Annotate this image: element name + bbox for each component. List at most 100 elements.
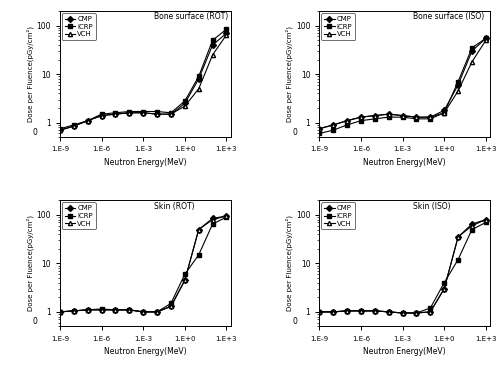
Text: 0: 0 — [292, 318, 297, 326]
CMP — [84, 308, 90, 312]
CMP — [455, 83, 461, 87]
ICRP — [71, 123, 77, 127]
CMP — [483, 36, 489, 40]
ICRP — [414, 311, 420, 315]
Line: VCH: VCH — [58, 33, 228, 132]
VCH — [372, 114, 378, 118]
VCH — [224, 33, 230, 37]
VCH — [441, 111, 447, 115]
CMP — [71, 124, 77, 128]
VCH — [210, 217, 216, 222]
Y-axis label: Dose per Fluence(pGy/cm²): Dose per Fluence(pGy/cm²) — [26, 26, 34, 122]
VCH — [126, 111, 132, 115]
VCH — [210, 53, 216, 57]
ICRP — [344, 123, 350, 127]
Text: Skin (ISO): Skin (ISO) — [413, 201, 451, 211]
ICRP — [330, 128, 336, 132]
ICRP — [358, 118, 364, 123]
ICRP — [154, 310, 160, 314]
ICRP — [441, 111, 447, 115]
VCH — [140, 310, 146, 314]
ICRP — [140, 310, 146, 314]
CMP — [428, 310, 434, 314]
Line: CMP: CMP — [318, 36, 488, 131]
ICRP — [400, 311, 406, 315]
CMP — [57, 128, 63, 132]
VCH — [84, 308, 90, 312]
CMP — [154, 112, 160, 116]
Line: ICRP: ICRP — [318, 36, 488, 135]
CMP — [400, 311, 406, 315]
CMP — [469, 49, 475, 53]
CMP — [98, 114, 104, 118]
X-axis label: Neutron Energy(MeV): Neutron Energy(MeV) — [364, 158, 446, 167]
ICRP — [386, 115, 392, 119]
CMP — [428, 115, 434, 119]
CMP — [84, 118, 90, 123]
VCH — [112, 308, 118, 312]
CMP — [112, 308, 118, 312]
CMP — [441, 108, 447, 112]
CMP — [112, 112, 118, 116]
ICRP — [126, 308, 132, 312]
CMP — [372, 114, 378, 118]
ICRP — [316, 131, 322, 136]
ICRP — [210, 38, 216, 43]
VCH — [344, 118, 350, 123]
CMP — [71, 309, 77, 313]
Line: VCH: VCH — [318, 38, 488, 131]
CMP — [455, 235, 461, 239]
Line: ICRP: ICRP — [58, 215, 228, 314]
ICRP — [140, 109, 146, 114]
CMP — [386, 310, 392, 314]
Legend: CMP, ICRP, VCH: CMP, ICRP, VCH — [62, 203, 96, 229]
CMP — [196, 77, 202, 81]
ICRP — [210, 222, 216, 226]
ICRP — [57, 127, 63, 131]
CMP — [224, 214, 230, 218]
X-axis label: Neutron Energy(MeV): Neutron Energy(MeV) — [104, 158, 186, 167]
VCH — [386, 310, 392, 314]
ICRP — [168, 301, 174, 306]
VCH — [469, 223, 475, 228]
CMP — [210, 216, 216, 221]
VCH — [330, 310, 336, 314]
VCH — [372, 309, 378, 313]
Text: 0: 0 — [33, 318, 38, 326]
CMP — [372, 309, 378, 313]
CMP — [358, 309, 364, 313]
VCH — [400, 311, 406, 315]
VCH — [168, 112, 174, 116]
Legend: CMP, ICRP, VCH: CMP, ICRP, VCH — [322, 203, 355, 229]
ICRP — [386, 310, 392, 314]
VCH — [154, 310, 160, 314]
CMP — [344, 309, 350, 313]
VCH — [344, 309, 350, 313]
VCH — [358, 309, 364, 313]
X-axis label: Neutron Energy(MeV): Neutron Energy(MeV) — [104, 347, 186, 356]
CMP — [196, 227, 202, 232]
Text: Skin (ROT): Skin (ROT) — [154, 201, 194, 211]
VCH — [330, 123, 336, 127]
CMP — [182, 278, 188, 282]
ICRP — [372, 116, 378, 121]
VCH — [57, 310, 63, 314]
ICRP — [358, 309, 364, 313]
VCH — [469, 60, 475, 64]
Line: ICRP: ICRP — [58, 27, 228, 131]
CMP — [316, 127, 322, 131]
CMP — [441, 286, 447, 291]
ICRP — [316, 310, 322, 314]
X-axis label: Neutron Energy(MeV): Neutron Energy(MeV) — [364, 347, 446, 356]
VCH — [57, 128, 63, 132]
ICRP — [414, 116, 420, 121]
ICRP — [126, 109, 132, 114]
CMP — [154, 310, 160, 314]
CMP — [224, 31, 230, 36]
CMP — [168, 112, 174, 116]
VCH — [483, 38, 489, 43]
Text: Bone surface (ISO): Bone surface (ISO) — [413, 12, 484, 22]
VCH — [126, 308, 132, 312]
ICRP — [154, 109, 160, 114]
ICRP — [400, 115, 406, 119]
